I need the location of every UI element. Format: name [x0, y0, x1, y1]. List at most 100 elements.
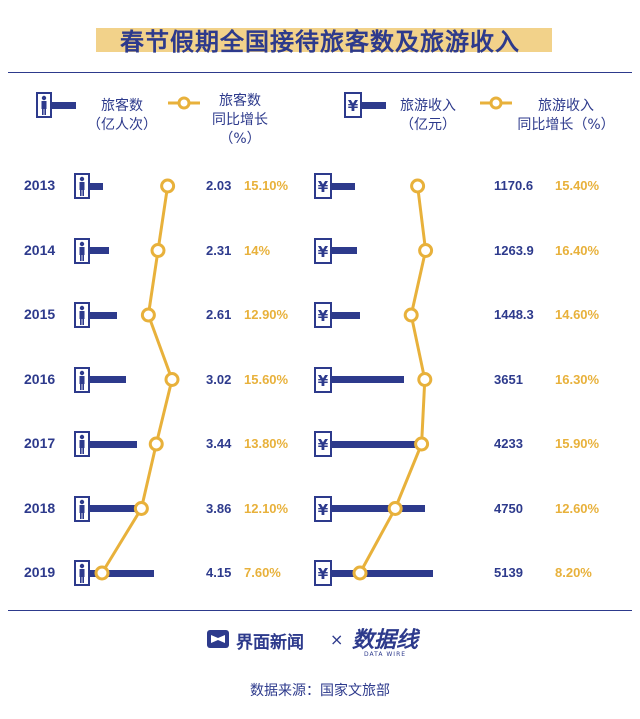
- revenue-bar: [332, 311, 361, 319]
- yuan-icon: ¥: [314, 560, 332, 586]
- tourists-bar: [90, 247, 110, 254]
- legend-line-swatch: [168, 96, 200, 110]
- revenue-growth-value: 16.30%: [555, 371, 600, 387]
- revenue-bar: [332, 376, 404, 383]
- revenue-bar: [332, 440, 415, 448]
- year-label: 2014: [24, 241, 56, 258]
- svg-text:¥: ¥: [318, 565, 329, 583]
- revenue-growth-value: 14.60%: [555, 307, 600, 322]
- tourists-growth-value: 14%: [244, 242, 271, 258]
- revenue-growth-point: [417, 372, 433, 387]
- svg-text:¥: ¥: [348, 97, 359, 115]
- data-source: 数据来源：国家文旅部: [250, 683, 390, 699]
- person-icon: [74, 431, 90, 457]
- tourists-value: 2.61: [206, 307, 232, 322]
- times-sign: ×: [330, 630, 344, 649]
- svg-text:¥: ¥: [318, 178, 329, 196]
- tourists-growth-point: [133, 501, 149, 516]
- svg-text:¥: ¥: [318, 501, 329, 519]
- revenue-value: 5139: [494, 565, 523, 580]
- revenue-growth-value: 15.40%: [555, 178, 600, 193]
- revenue-value: 1170.6: [494, 178, 534, 193]
- tourists-value: 3.44: [206, 436, 232, 451]
- yuan-icon: ¥: [314, 366, 332, 393]
- tourists-growth-value: 12.90%: [244, 307, 289, 322]
- tourists-growth-value: 13.80%: [244, 436, 289, 451]
- top-divider: [8, 72, 632, 73]
- revenue-value: 4750: [494, 500, 523, 516]
- tourists-growth-value: 15.60%: [244, 371, 289, 387]
- year-label: 2017: [24, 435, 56, 451]
- year-label: 2018: [24, 499, 56, 516]
- year-label: 2016: [24, 370, 56, 387]
- tourists-value: 3.86: [206, 500, 232, 516]
- tourists-growth-value: 12.10%: [244, 500, 289, 516]
- year-label: 2013: [24, 177, 56, 193]
- tourists-growth-point: [94, 565, 110, 581]
- yuan-icon: ¥: [314, 173, 332, 199]
- chart-title: 春节假期全国接待旅客数及旅游收入: [120, 28, 520, 56]
- legend-bar-swatch: [52, 102, 76, 109]
- shuju-logo-sub: DATA WIRE: [364, 651, 407, 658]
- revenue-growth-value: 12.60%: [555, 500, 600, 516]
- person-icon: [74, 237, 90, 264]
- yuan-icon: ¥: [314, 302, 332, 328]
- person-icon: [74, 302, 90, 328]
- bottom-divider: [8, 610, 632, 611]
- yuan-icon: ¥: [314, 431, 332, 457]
- tourists-bar: [90, 311, 117, 319]
- svg-text:¥: ¥: [318, 307, 329, 325]
- legend-revenue-bar-swatch: [362, 102, 386, 109]
- jiemian-logo-text: 界面新闻: [236, 633, 304, 653]
- legend-tourists-label: 旅客数 （亿人次）: [87, 98, 157, 133]
- revenue-value: 3651: [494, 371, 523, 387]
- revenue-bar: [332, 247, 357, 254]
- revenue-growth-value: 16.40%: [555, 242, 600, 258]
- yuan-icon: ¥: [344, 92, 362, 118]
- tourists-value: 2.03: [206, 178, 232, 193]
- year-label: 2019: [24, 564, 56, 580]
- person-icon: [74, 560, 90, 586]
- revenue-growth-point: [414, 436, 430, 452]
- title-highlight: [96, 28, 552, 52]
- legend-revenue-label: 旅游收入 （亿元）: [400, 98, 456, 133]
- tourists-value: 3.02: [206, 371, 232, 387]
- revenue-growth-value: 8.20%: [555, 565, 592, 580]
- person-icon: [74, 495, 90, 522]
- tourists-growth-point: [164, 372, 180, 387]
- revenue-bar: [332, 182, 355, 190]
- svg-text:¥: ¥: [318, 372, 329, 390]
- yuan-icon: ¥: [314, 237, 332, 264]
- tourists-bar: [90, 505, 147, 512]
- year-label: 2015: [24, 306, 56, 322]
- revenue-bar: [332, 505, 426, 512]
- tourists-growth-value: 7.60%: [244, 565, 281, 580]
- revenue-value: 1263.9: [494, 242, 534, 258]
- revenue-growth-value: 15.90%: [555, 436, 600, 451]
- revenue-growth-point: [387, 501, 403, 516]
- person-icon: [36, 92, 52, 118]
- legend-revenue-growth-label: 旅游收入 同比增长（%）: [517, 98, 615, 133]
- svg-text:¥: ¥: [318, 243, 329, 261]
- svg-text:¥: ¥: [318, 436, 329, 454]
- person-icon: [74, 173, 90, 199]
- revenue-growth-point: [403, 307, 419, 323]
- tourists-bar: [90, 182, 103, 190]
- jiemian-logo-icon: [206, 629, 230, 649]
- shuju-logo: 数据线: [352, 627, 419, 653]
- revenue-bar: [332, 569, 433, 577]
- tourists-value: 4.15: [206, 565, 232, 580]
- tourists-growth-point: [150, 243, 166, 258]
- legend-tourists-growth-label: 旅客数 同比增长 （%）: [212, 93, 268, 147]
- tourists-bar: [90, 440, 137, 448]
- revenue-value: 1448.3: [494, 307, 534, 322]
- tourists-growth-point: [140, 307, 156, 323]
- tourists-growth-point: [148, 436, 164, 452]
- legend-revenue-line-swatch: [480, 96, 512, 110]
- tourists-value: 2.31: [206, 242, 232, 258]
- revenue-growth-point: [410, 178, 426, 194]
- revenue-value: 4233: [494, 436, 523, 451]
- person-icon: [74, 366, 90, 393]
- revenue-growth-point: [352, 565, 368, 581]
